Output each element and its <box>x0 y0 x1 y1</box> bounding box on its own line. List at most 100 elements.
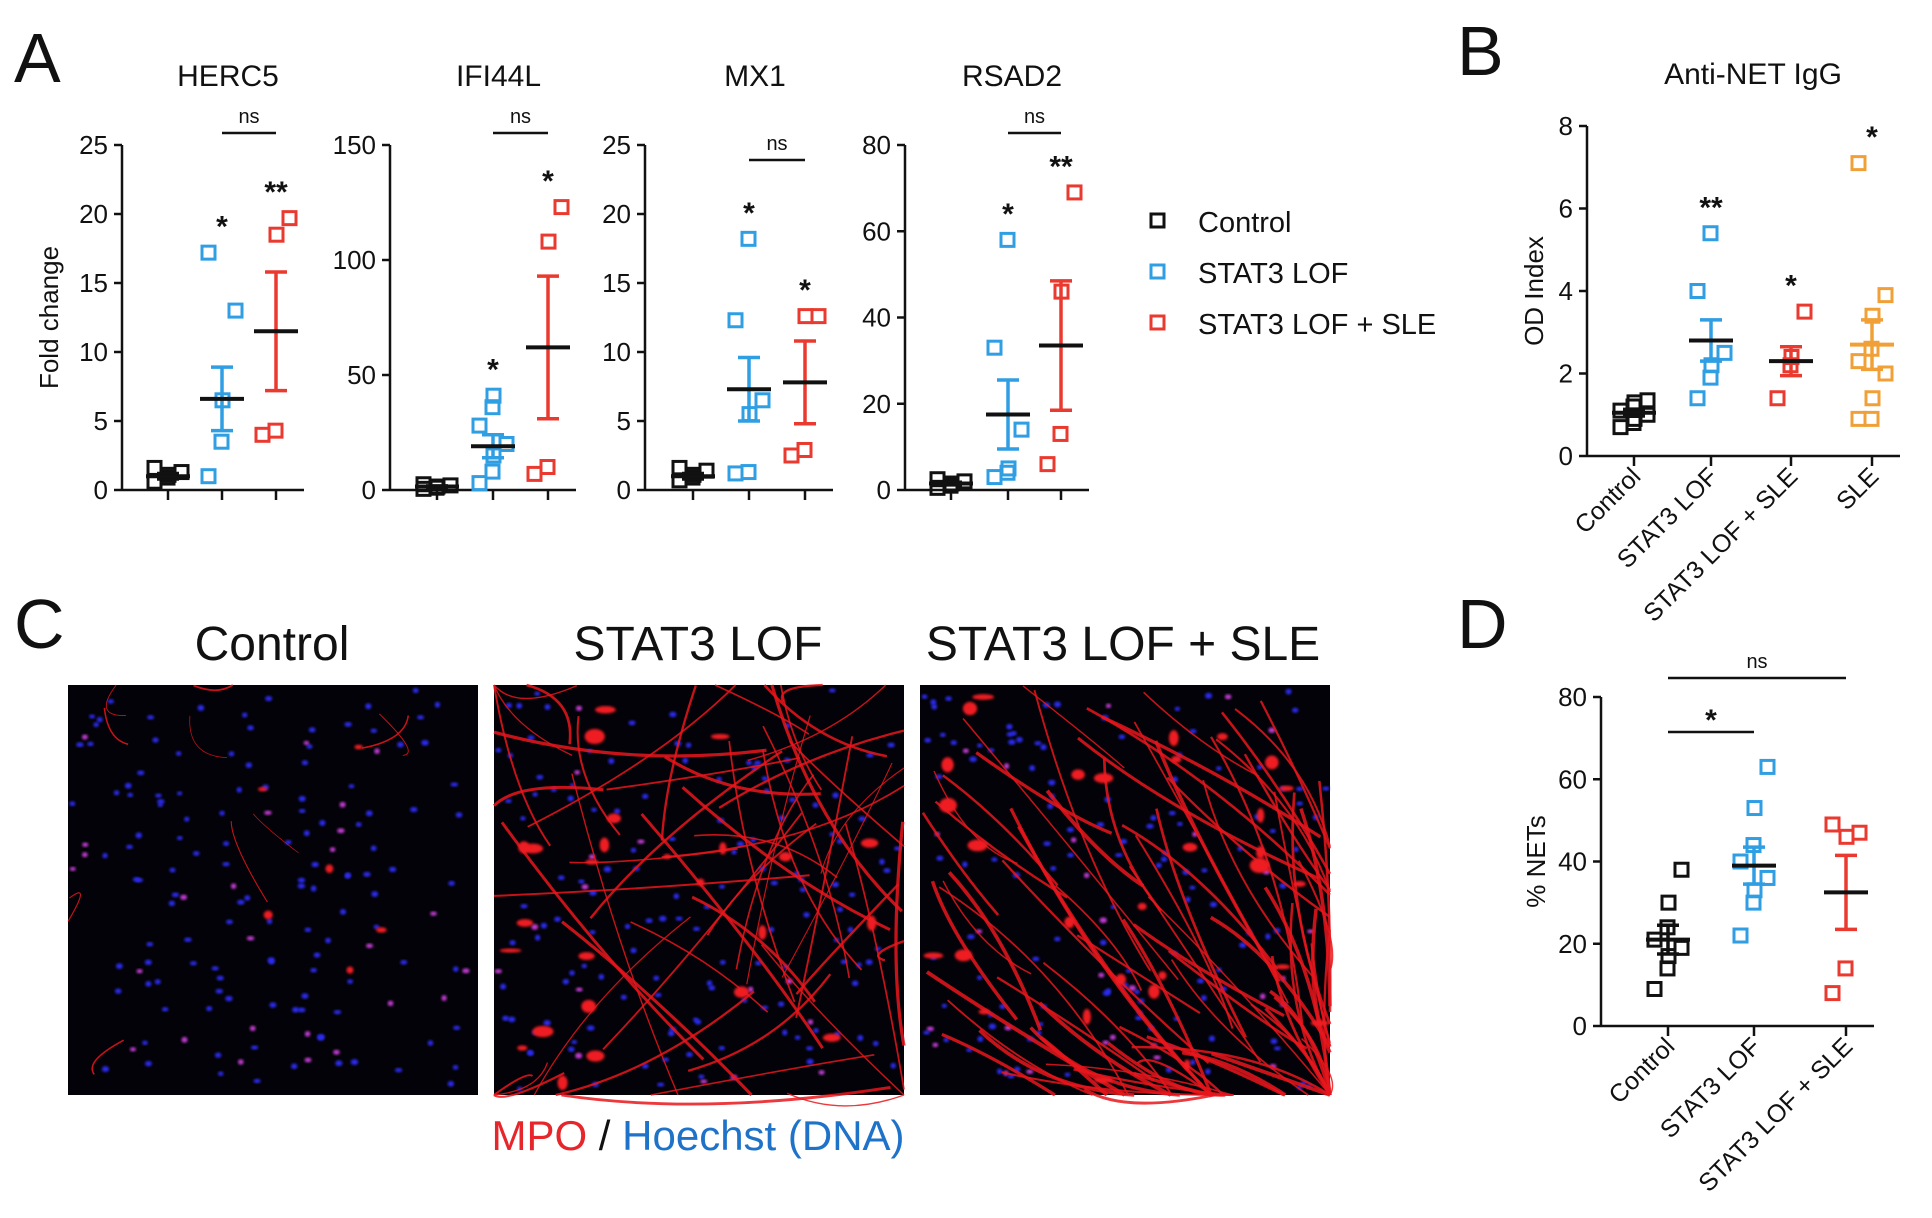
nucleus <box>1115 853 1123 858</box>
net-strand <box>602 812 803 1050</box>
net-strand <box>1076 934 1201 1014</box>
data-point <box>1702 225 1719 242</box>
nucleus <box>374 748 380 754</box>
nucleus <box>365 943 374 949</box>
nucleus <box>1204 692 1213 699</box>
data-point <box>213 433 230 450</box>
net-strand <box>493 684 578 700</box>
nucleus <box>81 852 88 858</box>
nucleus <box>936 855 944 861</box>
data-point <box>498 436 515 452</box>
image-caption: MPO / Hoechst (DNA) <box>491 1112 904 1159</box>
mpo-cell <box>962 701 978 716</box>
data-point <box>1732 927 1749 944</box>
data-point <box>797 308 814 325</box>
net-strand <box>650 1054 875 1096</box>
nucleus <box>500 983 507 990</box>
y-tick-label: 0 <box>1573 1011 1587 1041</box>
nucleus <box>310 885 317 892</box>
nucleus <box>126 844 133 850</box>
mpo-cell <box>860 838 879 848</box>
nucleus <box>365 810 373 817</box>
y-tick-label: 20 <box>602 199 631 229</box>
significance-marker: * <box>1002 198 1014 231</box>
net-strand <box>894 821 906 1046</box>
nucleus <box>950 740 957 746</box>
nucleus <box>1008 739 1016 745</box>
data-point <box>254 426 271 443</box>
nucleus <box>297 883 306 889</box>
nucleus <box>417 715 425 720</box>
nucleus <box>1043 841 1051 846</box>
mpo-cell <box>1093 773 1114 784</box>
mpo-cell <box>1137 902 1147 911</box>
nucleus <box>571 1039 578 1045</box>
nucleus <box>89 714 95 719</box>
net-strand <box>1147 896 1331 1096</box>
nucleus <box>575 705 583 711</box>
nucleus <box>306 744 313 749</box>
net-strand <box>1118 1025 1225 1096</box>
data-point <box>740 230 757 247</box>
nucleus <box>244 895 251 901</box>
nucleus <box>1054 936 1061 942</box>
data-point <box>200 468 217 485</box>
net-strand <box>844 823 905 1090</box>
nucleus <box>455 812 463 818</box>
nucleus <box>291 1063 298 1070</box>
mpo-cell <box>1168 730 1179 747</box>
nucleus <box>180 894 188 900</box>
nucleus <box>848 892 856 897</box>
nucleus <box>214 1052 222 1058</box>
net-strand <box>1181 1050 1287 1097</box>
net-strand <box>706 822 817 936</box>
nucleus <box>462 968 470 974</box>
nucleus <box>682 757 689 764</box>
data-point <box>1877 287 1894 304</box>
nucleus <box>370 845 377 851</box>
nucleus <box>249 1025 256 1032</box>
nucleus <box>630 847 637 853</box>
data-point <box>1746 800 1763 817</box>
nucleus <box>135 832 142 839</box>
mpo-cell <box>518 841 530 854</box>
nucleus <box>344 873 350 879</box>
nucleus <box>69 866 76 871</box>
nucleus <box>598 973 605 980</box>
data-point <box>1732 853 1749 870</box>
mpo-cell <box>719 842 727 855</box>
net-strand <box>1101 715 1322 839</box>
data-point <box>727 312 744 329</box>
nucleus <box>394 1067 403 1073</box>
mpo-cell <box>1158 971 1167 980</box>
significance-marker: * <box>743 197 755 230</box>
net-strand <box>561 920 753 1097</box>
legend-marker-stat3-lof <box>1149 263 1166 280</box>
nucleus <box>645 918 653 924</box>
nucleus <box>124 782 132 789</box>
net-strand <box>193 684 234 692</box>
nucleus <box>1239 942 1247 948</box>
nucleus <box>114 988 122 994</box>
net-strand <box>1033 689 1152 972</box>
nucleus <box>135 878 144 883</box>
mpo-cell <box>967 839 988 852</box>
nucleus <box>921 694 928 699</box>
nucleus <box>544 704 551 710</box>
nucleus <box>1067 852 1074 858</box>
nucleus <box>962 748 969 754</box>
mpo-cell <box>1071 769 1085 780</box>
net-strand <box>681 786 891 932</box>
nucleus <box>1285 688 1292 695</box>
nucleus <box>1053 701 1061 708</box>
nucleus <box>427 1040 434 1046</box>
y-tick-label: 2 <box>1559 359 1573 389</box>
net-strand <box>947 871 1043 1031</box>
nucleus <box>700 1079 708 1084</box>
net-strand <box>978 1028 1135 1097</box>
significance-marker: * <box>487 354 499 387</box>
data-point <box>1759 758 1776 775</box>
net-strand <box>526 683 572 745</box>
net-strand <box>561 1085 891 1106</box>
x-category-label: SLE <box>1831 462 1884 515</box>
